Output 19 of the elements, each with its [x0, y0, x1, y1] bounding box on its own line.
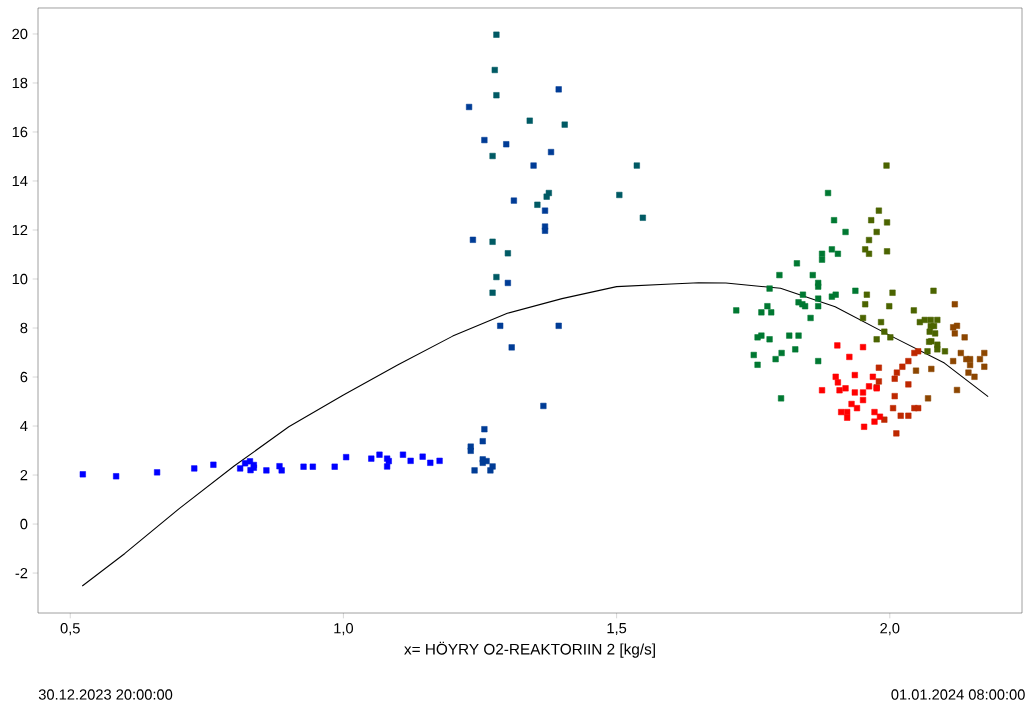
- y-tick-label: 12: [12, 224, 28, 236]
- x-tick-label: 1,5: [607, 623, 627, 636]
- y-tick-label: 16: [12, 126, 28, 138]
- text: 30.12.2023 20:00:00: [38, 689, 173, 700]
- y-tick-label: 8: [20, 322, 28, 334]
- x-tick-label: 2,0: [880, 623, 900, 636]
- y-tick-label: 0: [20, 518, 28, 530]
- y-tick-label: -2: [15, 567, 28, 579]
- y-tick-label: 20: [12, 28, 28, 40]
- x-tick-label: 0,5: [60, 623, 80, 636]
- y-tick-label: 4: [20, 421, 28, 432]
- y-tick-label: 2: [20, 469, 28, 481]
- y-tick-label: 10: [12, 273, 28, 285]
- x-tick-label: 1,0: [334, 623, 354, 636]
- y-tick-label: 18: [12, 77, 28, 89]
- text: 01.01.2024 08:00:00: [891, 689, 1025, 700]
- y-tick-label: 14: [12, 175, 28, 187]
- y-tick-label: 6: [20, 371, 28, 383]
- x-axis-title: x= HÖYRY O2-REAKTORIIN 2 [kg/s]: [404, 641, 655, 658]
